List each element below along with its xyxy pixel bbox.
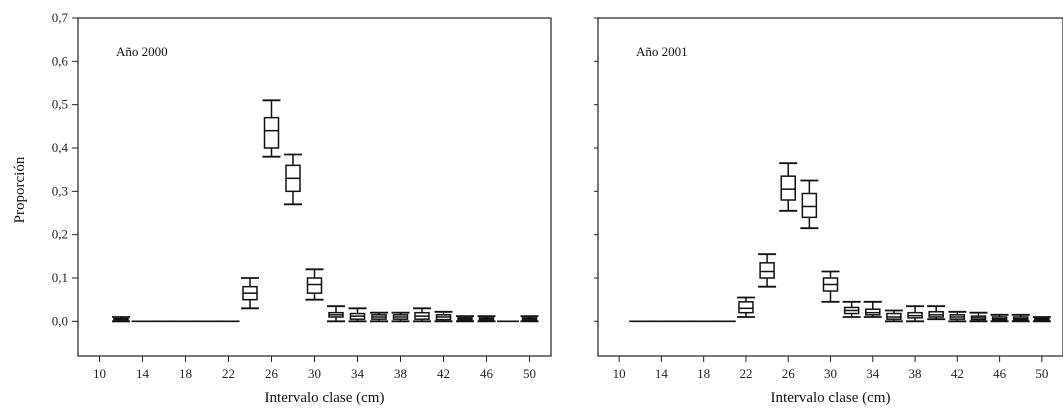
x-tick-label: 10	[613, 366, 626, 381]
box-24cm	[241, 277, 259, 310]
box-34cm	[863, 300, 882, 318]
y-tick-label: 0,6	[52, 53, 69, 68]
panel-2-plot: Año 2001 10 14 18 22 26 30 34 38 42 46 50 Intervalo …	[594, 17, 1063, 406]
box-34cm	[348, 307, 367, 323]
panel-2-x-axis-title: Intervalo clase (cm)	[771, 390, 891, 406]
box-32cm	[327, 305, 345, 323]
box-22cm	[736, 296, 755, 318]
panel-1-x-axis-title: Intervalo clase (cm)	[265, 390, 385, 406]
x-tick-label: 14	[655, 366, 669, 381]
box-iqr	[738, 301, 754, 314]
x-tick-label: 26	[265, 366, 279, 381]
y-tick-label: 0,7	[52, 10, 69, 25]
box-iqr	[780, 175, 796, 201]
x-tick-label: 18	[697, 366, 710, 381]
box-26cm	[262, 99, 281, 158]
box-42cm	[434, 310, 453, 323]
box-40cm	[927, 305, 946, 321]
x-tick-label: 50	[1035, 366, 1048, 381]
box-50cm	[520, 315, 539, 323]
panel-2-plot-frame	[597, 17, 1063, 357]
x-tick-label: 22	[222, 366, 235, 381]
box-30cm	[821, 270, 840, 303]
box-44cm	[456, 315, 474, 323]
box-26cm	[779, 162, 798, 212]
box-30cm	[305, 268, 324, 301]
panel-1-plot-frame	[77, 17, 552, 357]
box-44cm	[969, 311, 988, 323]
y-axis-title: Proporción	[12, 156, 28, 223]
box-28cm	[284, 153, 302, 206]
y-tick-label: 0,0	[52, 313, 68, 328]
box-42cm	[948, 310, 967, 323]
y-tick-label: 0,1	[52, 270, 68, 285]
box-36cm	[884, 309, 903, 323]
box-40cm	[413, 307, 431, 323]
x-tick-label: 10	[93, 366, 106, 381]
x-tick-label: 30	[824, 366, 837, 381]
box-iqr	[306, 277, 323, 294]
panel-1-title: Año 2000	[116, 44, 168, 59]
x-tick-label: 46	[993, 366, 1007, 381]
x-tick-label: 14	[136, 366, 150, 381]
box-iqr	[759, 262, 775, 279]
box-32cm	[842, 300, 861, 318]
x-tick-label: 34	[866, 366, 880, 381]
box-24cm	[758, 253, 777, 288]
x-tick-label: 22	[739, 366, 752, 381]
y-tick-label: 0,3	[52, 183, 68, 198]
box-iqr	[263, 116, 280, 149]
box-iqr	[801, 192, 818, 219]
x-tick-label: 26	[782, 366, 796, 381]
box-28cm	[800, 179, 819, 230]
box-12cm	[112, 316, 130, 323]
box-38cm	[906, 305, 925, 323]
box-36cm	[370, 311, 388, 323]
x-tick-label: 42	[951, 366, 964, 381]
x-tick-label: 42	[437, 366, 450, 381]
x-tick-label: 50	[523, 366, 536, 381]
x-tick-label: 34	[351, 366, 365, 381]
y-tick-label: 0,2	[52, 227, 68, 242]
panel-2-title: Año 2001	[636, 44, 688, 59]
y-tick-label: 0,4	[52, 140, 69, 155]
box-38cm	[391, 311, 410, 323]
y-tick-label: 0,5	[52, 97, 68, 112]
x-tick-label: 38	[909, 366, 922, 381]
panel-1-plot: Año 2000 0,0 0,1 0,2 0,3 0,4 0,5 0,6 0,7 10 14 18 22…	[52, 10, 552, 406]
box-46cm	[477, 315, 496, 323]
box-48cm	[1011, 313, 1030, 323]
x-tick-label: 46	[480, 366, 494, 381]
box-46cm	[990, 313, 1009, 323]
x-tick-label: 30	[308, 366, 321, 381]
x-tick-label: 38	[394, 366, 407, 381]
x-tick-label: 18	[179, 366, 192, 381]
box-50cm	[1032, 316, 1051, 323]
